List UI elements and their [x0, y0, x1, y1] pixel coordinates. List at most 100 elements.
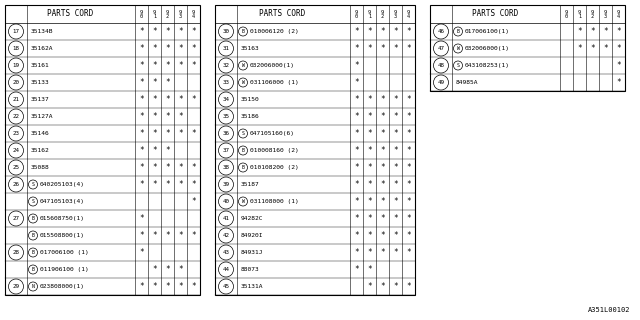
- Text: *: *: [139, 180, 144, 189]
- Text: W: W: [241, 63, 244, 68]
- Text: *: *: [165, 265, 170, 274]
- Text: 32: 32: [223, 63, 230, 68]
- Text: *: *: [354, 78, 359, 87]
- Text: 35162: 35162: [31, 148, 50, 153]
- Bar: [5, 5, 200, 295]
- Text: *: *: [380, 95, 385, 104]
- Text: 0: 0: [565, 14, 568, 20]
- Text: 35: 35: [223, 114, 230, 119]
- Text: *: *: [139, 146, 144, 155]
- Text: *: *: [178, 282, 183, 291]
- Bar: [430, 5, 625, 91]
- Text: *: *: [191, 163, 196, 172]
- Text: *: *: [380, 248, 385, 257]
- Text: 3: 3: [604, 14, 607, 20]
- Text: PARTS CORD: PARTS CORD: [259, 10, 306, 19]
- Text: 35137: 35137: [31, 97, 50, 102]
- Text: B: B: [31, 216, 35, 221]
- Text: *: *: [165, 112, 170, 121]
- Text: *: *: [406, 214, 411, 223]
- Text: *: *: [191, 27, 196, 36]
- Text: B: B: [31, 267, 35, 272]
- Text: 040205103(4): 040205103(4): [40, 182, 85, 187]
- Text: 20: 20: [13, 80, 19, 85]
- Text: 9: 9: [381, 10, 384, 14]
- Text: *: *: [139, 61, 144, 70]
- Text: *: *: [393, 197, 398, 206]
- Text: *: *: [367, 180, 372, 189]
- Text: 9: 9: [153, 10, 156, 14]
- Text: 35127A: 35127A: [31, 114, 54, 119]
- Text: *: *: [165, 129, 170, 138]
- Text: *: *: [603, 27, 608, 36]
- Text: 45: 45: [223, 284, 230, 289]
- Text: 4: 4: [192, 14, 195, 20]
- Text: *: *: [354, 265, 359, 274]
- Text: *: *: [367, 44, 372, 53]
- Text: *: *: [191, 129, 196, 138]
- Text: *: *: [393, 282, 398, 291]
- Text: W: W: [241, 199, 244, 204]
- Text: *: *: [380, 180, 385, 189]
- Text: B: B: [241, 165, 244, 170]
- Text: PARTS CORD: PARTS CORD: [47, 10, 93, 19]
- Text: *: *: [354, 197, 359, 206]
- Text: 28: 28: [13, 250, 19, 255]
- Text: *: *: [165, 146, 170, 155]
- Text: *: *: [354, 231, 359, 240]
- Text: *: *: [165, 282, 170, 291]
- Text: 0: 0: [140, 14, 143, 20]
- Text: 35186: 35186: [241, 114, 260, 119]
- Text: 010008160 (2): 010008160 (2): [250, 148, 299, 153]
- Text: 9: 9: [617, 10, 620, 14]
- Text: *: *: [191, 180, 196, 189]
- Text: *: *: [393, 180, 398, 189]
- Text: *: *: [354, 180, 359, 189]
- Text: *: *: [178, 180, 183, 189]
- Text: *: *: [139, 112, 144, 121]
- Text: *: *: [406, 231, 411, 240]
- Text: *: *: [380, 129, 385, 138]
- Text: *: *: [165, 61, 170, 70]
- Text: *: *: [367, 248, 372, 257]
- Text: 4: 4: [407, 14, 410, 20]
- Text: 031106000 (1): 031106000 (1): [250, 80, 299, 85]
- Text: *: *: [380, 163, 385, 172]
- Text: *: *: [354, 214, 359, 223]
- Text: B: B: [31, 250, 35, 255]
- Text: 35131A: 35131A: [241, 284, 264, 289]
- Text: *: *: [616, 61, 621, 70]
- Text: *: *: [139, 163, 144, 172]
- Text: *: *: [152, 146, 157, 155]
- Text: *: *: [367, 265, 372, 274]
- Text: 36: 36: [223, 131, 230, 136]
- Text: *: *: [616, 27, 621, 36]
- Text: 35187: 35187: [241, 182, 260, 187]
- Text: *: *: [139, 44, 144, 53]
- Text: 26: 26: [13, 182, 19, 187]
- Text: *: *: [406, 248, 411, 257]
- Text: *: *: [165, 180, 170, 189]
- Text: *: *: [393, 44, 398, 53]
- Text: 42: 42: [223, 233, 230, 238]
- Text: 023808000(1): 023808000(1): [40, 284, 85, 289]
- Text: *: *: [393, 95, 398, 104]
- Text: *: *: [139, 248, 144, 257]
- Text: *: *: [367, 112, 372, 121]
- Text: *: *: [152, 180, 157, 189]
- Text: *: *: [354, 146, 359, 155]
- Text: 44: 44: [223, 267, 230, 272]
- Text: *: *: [367, 163, 372, 172]
- Text: 2: 2: [381, 14, 384, 20]
- Text: *: *: [367, 282, 372, 291]
- Text: 3: 3: [179, 14, 182, 20]
- Text: *: *: [152, 44, 157, 53]
- Text: *: *: [178, 163, 183, 172]
- Text: 043108253(1): 043108253(1): [465, 63, 510, 68]
- Text: 21: 21: [13, 97, 19, 102]
- Text: 0: 0: [355, 14, 358, 20]
- Text: *: *: [139, 214, 144, 223]
- Text: *: *: [380, 44, 385, 53]
- Text: *: *: [178, 231, 183, 240]
- Text: *: *: [165, 78, 170, 87]
